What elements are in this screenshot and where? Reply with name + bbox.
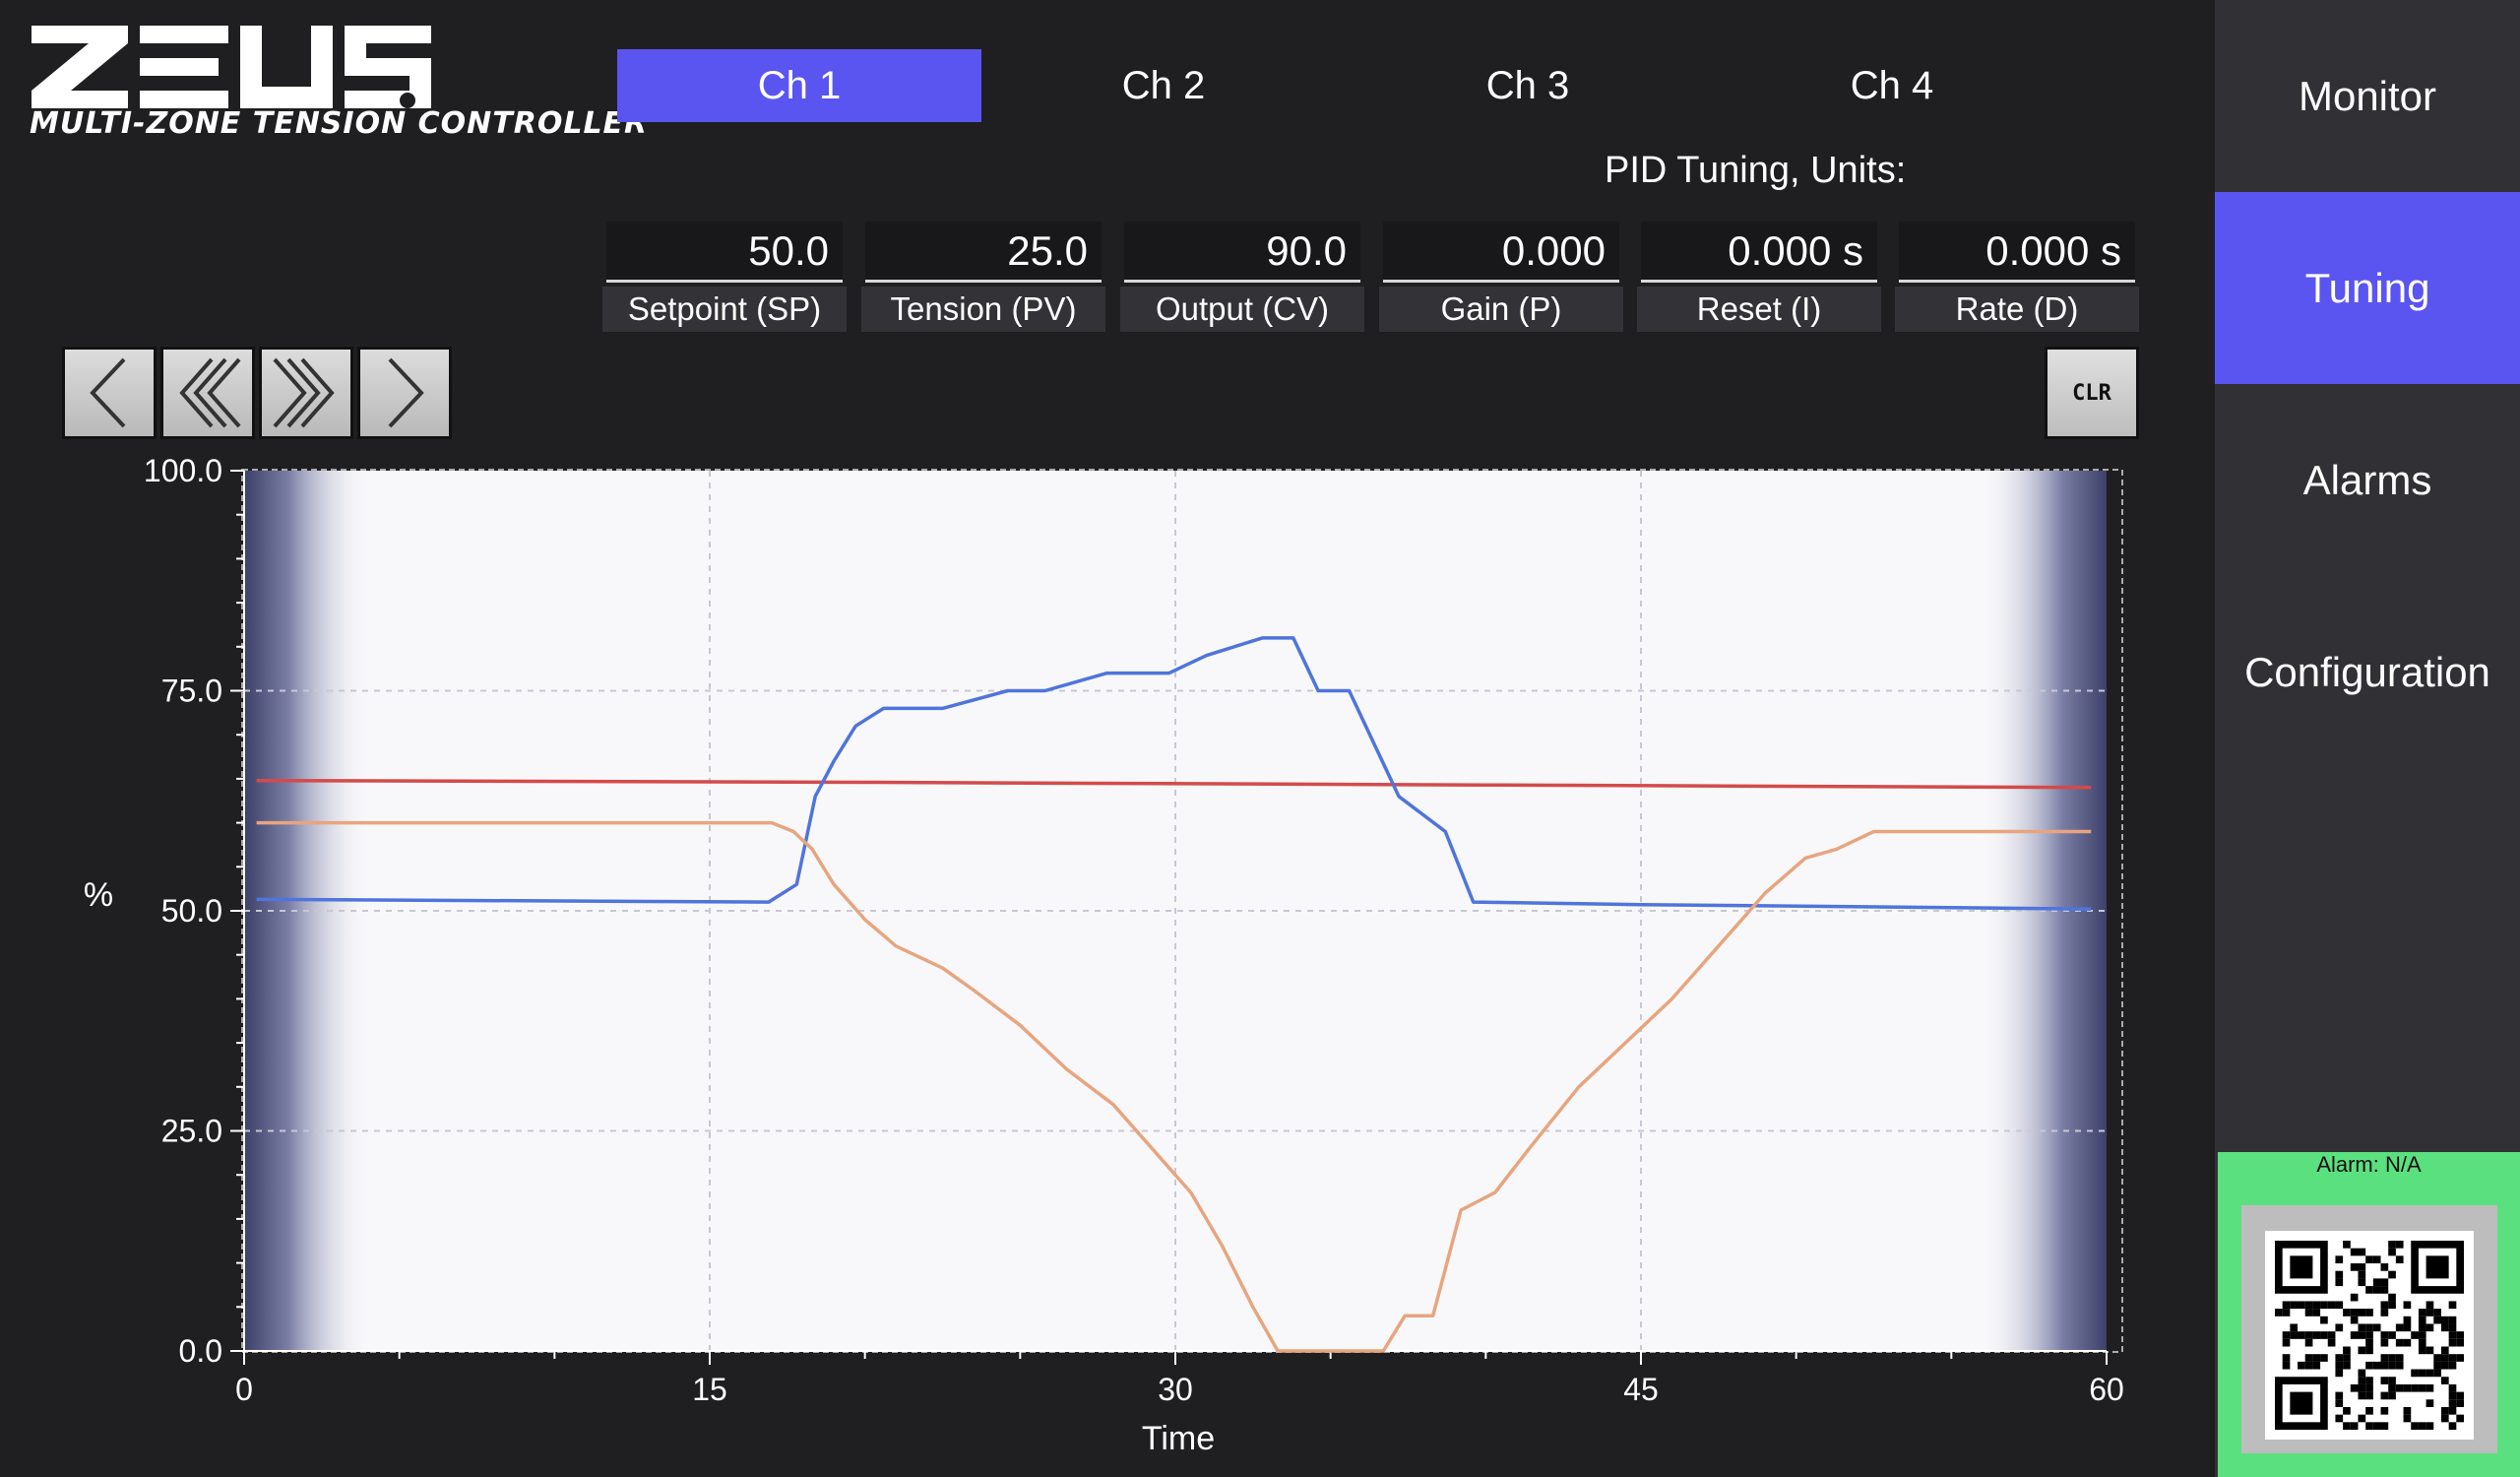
tension-value[interactable]: 25.0 — [865, 222, 1102, 283]
x-tick-label: 45 — [1623, 1372, 1659, 1407]
fast-back-button[interactable] — [160, 347, 255, 439]
y-tick-label: 75.0 — [161, 674, 222, 709]
rate-label: Rate (D) — [1895, 287, 2139, 332]
y-tick-label: 100.0 — [144, 453, 222, 488]
output-value[interactable]: 90.0 — [1124, 222, 1360, 283]
sidebar-item-tuning[interactable]: Tuning — [2215, 192, 2520, 384]
rate-value[interactable]: 0.000 s — [1899, 222, 2135, 283]
y-axis-label: % — [84, 876, 113, 914]
setpoint-label: Setpoint (SP) — [602, 287, 847, 332]
qr-code-icon[interactable] — [2265, 1231, 2474, 1440]
chevron-right-icon — [388, 357, 424, 428]
param-gain: 0.000 Gain (P) — [1379, 222, 1623, 332]
step-back-button[interactable] — [62, 347, 157, 439]
chevron-left-icon — [90, 357, 126, 428]
zeus-logo — [32, 26, 431, 108]
reset-value[interactable]: 0.000 s — [1641, 222, 1877, 283]
sidebar-item-alarms[interactable]: Alarms — [2302, 456, 2432, 503]
clear-button[interactable]: CLR — [2045, 347, 2139, 439]
y-tick-label: 25.0 — [161, 1114, 222, 1149]
param-reset: 0.000 s Reset (I) — [1637, 222, 1881, 332]
series-line-2 — [256, 636, 2092, 911]
tension-label: Tension (PV) — [861, 287, 1105, 332]
x-tick-label: 60 — [2089, 1372, 2124, 1407]
tab-ch1[interactable]: Ch 1 — [617, 49, 981, 122]
tab-ch2[interactable]: Ch 2 — [1121, 63, 1206, 107]
gain-value[interactable]: 0.000 — [1383, 222, 1619, 283]
tab-ch3[interactable]: Ch 3 — [1485, 63, 1570, 107]
qr-frame — [2241, 1205, 2497, 1453]
step-forward-button[interactable] — [357, 347, 452, 439]
y-tick-label: 50.0 — [161, 893, 222, 929]
series-line-3 — [256, 820, 2092, 1353]
param-tension: 25.0 Tension (PV) — [861, 222, 1105, 332]
x-axis-label: Time — [1142, 1420, 1215, 1457]
param-rate: 0.000 s Rate (D) — [1895, 222, 2139, 332]
alarm-status-panel[interactable]: Alarm: N/A — [2218, 1152, 2520, 1477]
double-chevron-left-icon — [179, 357, 241, 428]
pid-tuning-title: PID Tuning, Units: — [1605, 150, 1907, 191]
gain-label: Gain (P) — [1379, 287, 1623, 332]
param-setpoint: 50.0 Setpoint (SP) — [602, 222, 847, 332]
x-tick-label: 30 — [1158, 1372, 1193, 1407]
tuning-trend-chart: 0 15 30 45 60 0.0 25.0 50.0 75.0 100.0 % Time — [84, 453, 2124, 1457]
tab-ch4[interactable]: Ch 4 — [1850, 63, 1934, 107]
double-chevron-right-icon — [273, 357, 335, 428]
series-line-1 — [256, 778, 2092, 790]
fast-forward-button[interactable] — [259, 347, 353, 439]
param-output: 90.0 Output (CV) — [1120, 222, 1364, 332]
x-tick-label: 15 — [692, 1372, 727, 1407]
reset-label: Reset (I) — [1637, 287, 1881, 332]
y-tick-label: 0.0 — [179, 1333, 222, 1369]
logo-subtitle: MULTI-ZONE TENSION CONTROLLER — [30, 106, 649, 141]
sidebar-item-configuration[interactable]: Configuration — [2244, 648, 2490, 695]
x-tick-label: 0 — [235, 1372, 253, 1407]
output-label: Output (CV) — [1120, 287, 1364, 332]
alarm-status-text: Alarm: N/A — [2316, 1152, 2422, 1177]
sidebar-item-monitor[interactable]: Monitor — [2298, 72, 2437, 119]
setpoint-value[interactable]: 50.0 — [606, 222, 843, 283]
